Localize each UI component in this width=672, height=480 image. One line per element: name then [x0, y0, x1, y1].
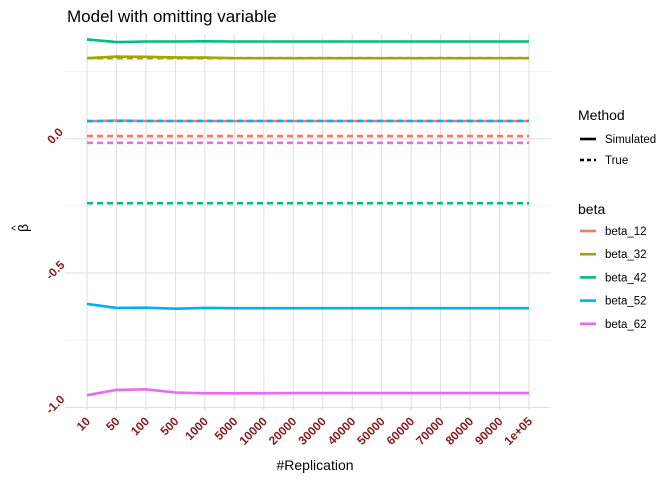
x-tick-label: 100 [128, 414, 152, 438]
x-tick-label: 80000 [443, 414, 477, 448]
chart-title: Model with omitting variable [67, 7, 277, 26]
y-axis-ticks: 0.0 -0.5 -1.0 [43, 125, 68, 417]
series-lines [86, 38, 529, 397]
x-tick-label: 50 [103, 414, 123, 434]
series-line-beta_42-simulated [86, 38, 529, 44]
x-tick-label: 60000 [384, 414, 418, 448]
legend-items: Simulated True beta_12 beta_32 beta_42 beta_5… [580, 134, 656, 331]
y-tick-label: -0.5 [43, 258, 68, 283]
y-tick-label: -1.0 [43, 392, 68, 417]
x-tick-label: 10000 [236, 414, 270, 448]
legend-beta-title: beta [578, 201, 605, 217]
x-axis-title: #Replication [276, 457, 353, 473]
x-tick-label: 1e+05 [501, 414, 535, 448]
x-tick-label: 40000 [325, 414, 359, 448]
x-tick-label: 90000 [472, 414, 506, 448]
x-tick-label: 70000 [413, 414, 447, 448]
y-tick-label: 0.0 [44, 125, 66, 147]
x-tick-label: 20000 [266, 414, 300, 448]
legend: Method beta Simulated True beta_12 beta_32b… [578, 107, 656, 331]
y-axis-title: β ^ [10, 224, 31, 232]
legend-label: Simulated [605, 134, 656, 146]
x-tick-label: 30000 [295, 414, 329, 448]
x-tick-label: 10 [74, 414, 94, 434]
legend-label: beta_42 [605, 272, 647, 284]
legend-method-title: Method [578, 107, 625, 123]
legend-label: True [605, 155, 628, 167]
x-tick-label: 50000 [354, 414, 388, 448]
legend-label: beta_12 [605, 226, 647, 238]
series-line-beta_52-simulated [86, 302, 529, 311]
y-axis-title-hat: ^ [10, 225, 22, 231]
legend-label: beta_62 [605, 319, 647, 331]
grid-lines [65, 34, 551, 410]
legend-label: beta_52 [605, 296, 647, 308]
series-line-beta_62-simulated [86, 387, 529, 397]
legend-label: beta_32 [605, 249, 647, 261]
x-tick-label: 500 [157, 414, 181, 438]
x-axis-ticks: 10 50 100 500 1000 50001000020000300004000050… [74, 414, 536, 448]
y-axis-title-symbol: β [15, 224, 31, 232]
x-tick-label: 1000 [182, 414, 211, 443]
